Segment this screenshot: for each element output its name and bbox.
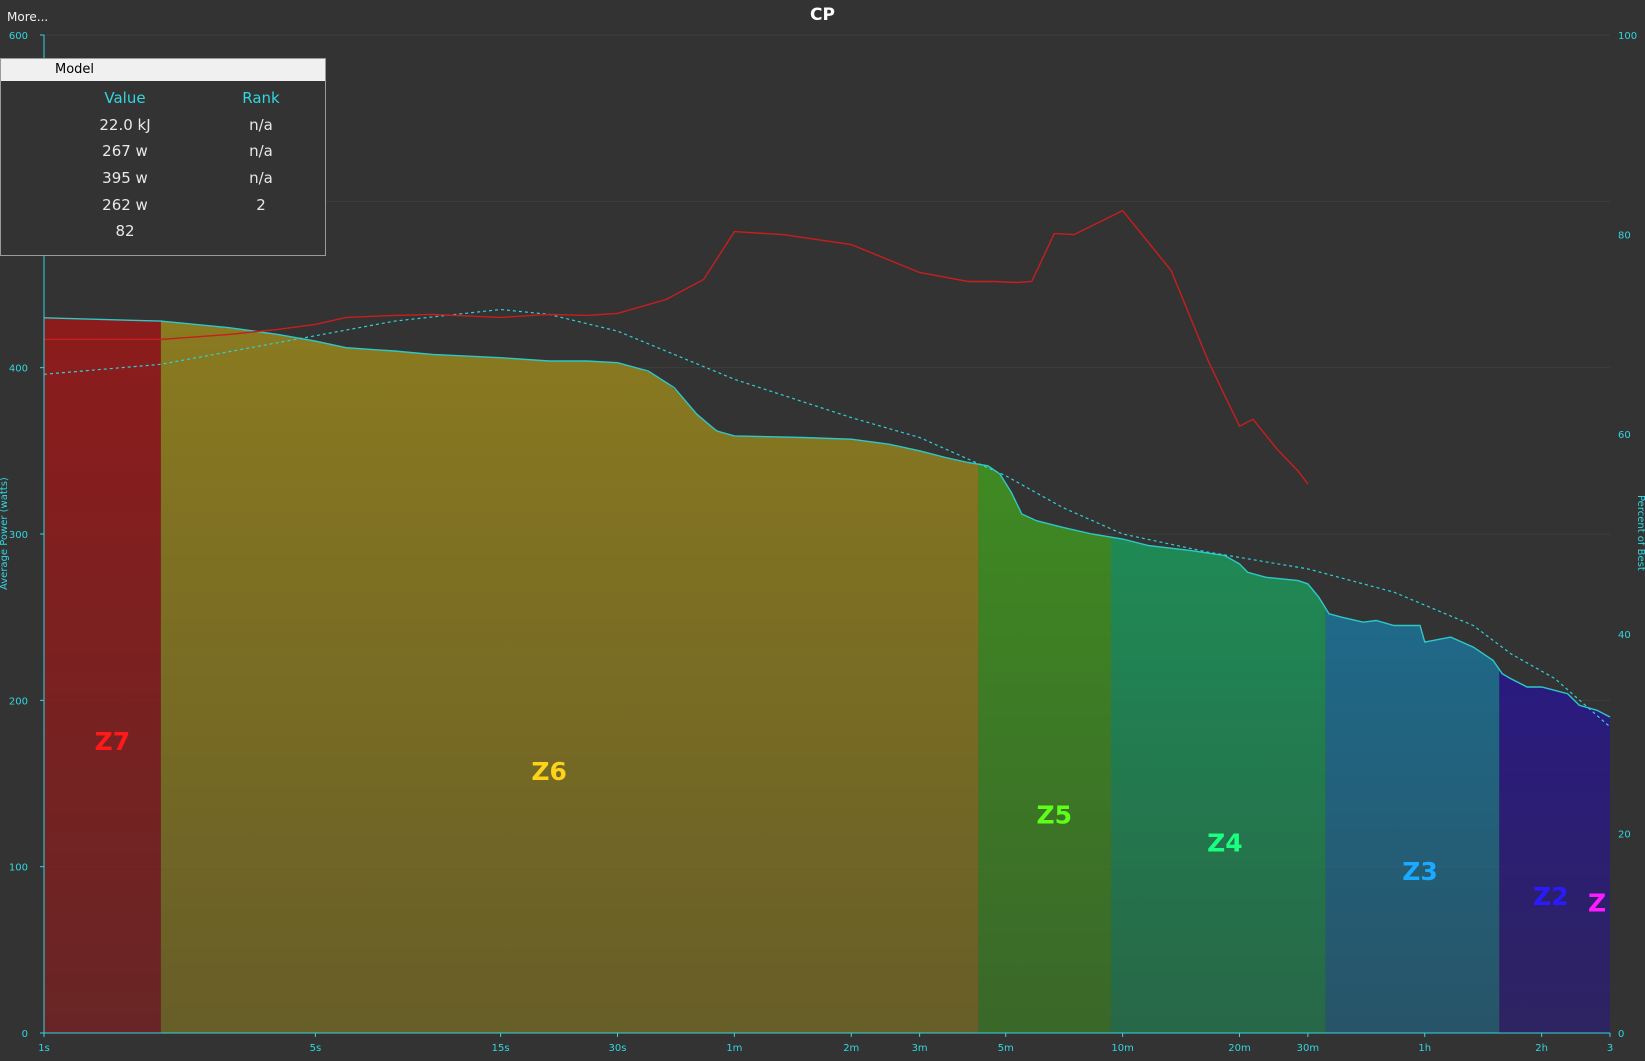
x-tick-label: 15s <box>492 1043 510 1054</box>
y2-tick-label: 60 <box>1618 430 1631 441</box>
column-header-rank: Rank <box>242 89 280 107</box>
y2-tick-label: 100 <box>1618 31 1637 42</box>
x-tick-label: 3m <box>912 1043 928 1054</box>
value-cell: 395 w <box>102 169 148 187</box>
y-axis-title: Average Power (watts) <box>0 477 10 590</box>
zone-label-layer: Z7 Z6 Z5 Z4 Z3 Z2 Z <box>95 727 1606 917</box>
model-table-header: Value Rank <box>1 89 325 115</box>
x-tick-label: 5s <box>310 1043 322 1054</box>
rank-cell: n/a <box>249 116 273 134</box>
more-button[interactable]: More... <box>7 10 49 24</box>
zone-z7-area <box>44 317 161 1033</box>
x-tick-label: 10m <box>1111 1043 1133 1054</box>
zone-z3-area <box>1325 608 1500 1033</box>
value-cell: 82 <box>115 222 135 240</box>
zones-layer <box>44 317 1610 1034</box>
rank-cell: n/a <box>249 169 273 187</box>
value-cell: 267 w <box>102 142 148 160</box>
table-row: 267 w n/a <box>1 142 325 168</box>
x-tick-label: 20m <box>1228 1043 1250 1054</box>
x-tick-label: 30s <box>609 1043 627 1054</box>
y-tick-label: 0 <box>22 1029 28 1040</box>
table-row: 395 w n/a <box>1 169 325 195</box>
zone-label-z: Z <box>1588 889 1606 918</box>
zone-label-z6: Z6 <box>531 757 567 786</box>
column-header-value: Value <box>104 89 146 107</box>
table-row: 82 <box>1 222 325 248</box>
chart-title: CP <box>810 5 835 25</box>
y-tick-label: 400 <box>9 364 28 375</box>
y2-tick-label: 80 <box>1618 231 1631 242</box>
model-panel: Model Value Rank 22.0 kJ n/a 267 w n/a 3… <box>0 58 326 256</box>
rank-cell: n/a <box>249 142 273 160</box>
rank-cell: 2 <box>256 196 266 214</box>
value-cell: 22.0 kJ <box>99 116 151 134</box>
y-tick-label: 100 <box>9 863 28 874</box>
y-tick-label: 300 <box>9 530 28 541</box>
x-tick-label: 30m <box>1297 1043 1319 1054</box>
percent-curve-line <box>44 209 1309 485</box>
zone-label-z7: Z7 <box>95 727 131 756</box>
zone-z2-area <box>1499 669 1610 1033</box>
x-tick-label: 2h <box>1535 1043 1548 1054</box>
zone-label-z3: Z3 <box>1402 857 1438 886</box>
zone-label-z4: Z4 <box>1207 829 1243 858</box>
y-tick-label: 200 <box>9 696 28 707</box>
zone-label-z5: Z5 <box>1036 800 1072 829</box>
x-tick-label: 1m <box>726 1043 742 1054</box>
y2-tick-label: 20 <box>1618 829 1631 840</box>
zone-z5-area <box>978 464 1111 1033</box>
zone-z4-area <box>1111 537 1326 1033</box>
x-tick-label: 2m <box>843 1043 859 1054</box>
y2-tick-label: 0 <box>1618 1029 1624 1040</box>
model-tab[interactable]: Model <box>1 59 325 81</box>
x-tick-label: 1s <box>38 1043 50 1054</box>
zone-z6-area <box>160 321 979 1034</box>
x-tick-label: 1h <box>1418 1043 1431 1054</box>
x-tick-label: 3 <box>1607 1043 1613 1054</box>
series-layer <box>43 209 1611 728</box>
value-cell: 262 w <box>102 196 148 214</box>
zone-label-z2: Z2 <box>1533 882 1569 911</box>
y2-tick-label: 40 <box>1618 630 1631 641</box>
model-curve-line <box>43 308 1611 728</box>
power-curve-line <box>43 317 1611 718</box>
table-row: 262 w 2 <box>1 196 325 222</box>
y-tick-label: 600 <box>9 31 28 42</box>
table-row: 22.0 kJ n/a <box>1 116 325 142</box>
y2-axis-title: Percent of Best <box>1635 495 1645 571</box>
x-tick-label: 5m <box>998 1043 1014 1054</box>
